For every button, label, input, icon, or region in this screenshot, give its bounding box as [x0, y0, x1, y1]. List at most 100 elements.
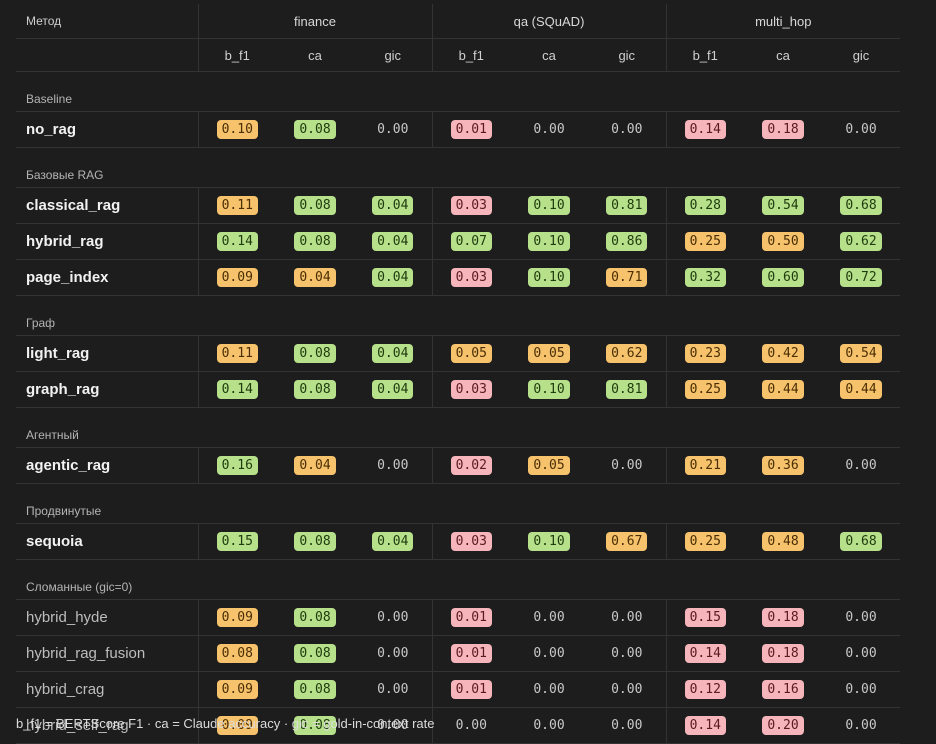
score-value: 0.44 [840, 380, 882, 399]
results-table: Метод finance qa (SQuAD) multi_hop b_f1 … [16, 4, 900, 744]
score-value: 0.01 [450, 644, 492, 663]
score-value: 0.00 [533, 682, 565, 697]
score-value: 0.15 [216, 532, 258, 551]
table-cell: 0.25 [665, 223, 744, 260]
score-value: 0.00 [533, 122, 565, 137]
table-cell: 0.00 [822, 111, 900, 148]
table-row: hybrid_rag_fusion 0.08 0.08 0.00 0.01 0.00 0.0… [16, 635, 900, 672]
score-value: 0.03 [450, 380, 492, 399]
score-value: 0.14 [216, 232, 258, 251]
metric-header-b-f1: b_f1 [665, 38, 744, 72]
table-cell: 0.11 [197, 187, 276, 224]
table-cell: 0.14 [665, 635, 744, 672]
table-cell: 0.09 [197, 599, 276, 636]
section-header-row: Baseline [16, 71, 900, 112]
metric-header-row: b_f1 ca gic b_f1 ca gic b_f1 ca gic [16, 38, 900, 72]
score-value: 0.00 [377, 610, 409, 625]
table-cell: 0.10 [510, 259, 588, 296]
table-cell: 0.03 [431, 187, 510, 224]
table-cell: 0.01 [431, 111, 510, 148]
score-value: 0.67 [606, 532, 648, 551]
table-cell: 0.04 [276, 259, 354, 296]
table-cell: 0.86 [588, 223, 666, 260]
score-value: 0.04 [372, 532, 414, 551]
table-cell: 0.08 [276, 707, 354, 744]
method-name: hybrid_crag [16, 671, 198, 708]
score-value: 0.18 [762, 120, 804, 139]
table-cell: 0.08 [276, 335, 354, 372]
table-cell: 0.09 [197, 671, 276, 708]
table-cell: 0.09 [197, 259, 276, 296]
table-cell: 0.28 [665, 187, 744, 224]
score-value: 0.10 [528, 232, 570, 251]
table-row: hybrid_crag 0.09 0.08 0.00 0.01 0.00 0.00 0.12 0… [16, 671, 900, 708]
score-value: 0.14 [684, 120, 726, 139]
score-value: 0.71 [606, 268, 648, 287]
table-cell: 0.04 [354, 187, 432, 224]
score-value: 0.00 [611, 122, 643, 137]
table-row: hybrid_rag 0.14 0.08 0.04 0.07 0.10 0.86 0.25 0.… [16, 223, 900, 260]
table-cell: 0.00 [822, 635, 900, 672]
table-cell: 0.25 [665, 371, 744, 408]
score-value: 0.05 [528, 456, 570, 475]
method-name: classical_rag [16, 187, 198, 224]
table-cell: 0.03 [431, 523, 510, 560]
table-cell: 0.00 [822, 447, 900, 484]
table-cell: 0.08 [276, 671, 354, 708]
score-value: 0.50 [762, 232, 804, 251]
table-cell: 0.00 [354, 635, 432, 672]
table-cell: 0.10 [510, 371, 588, 408]
score-value: 0.04 [372, 196, 414, 215]
metric-header-ca: ca [276, 38, 354, 72]
table-cell: 0.67 [588, 523, 666, 560]
score-value: 0.10 [528, 196, 570, 215]
section-header-row: Базовые RAG [16, 147, 900, 188]
score-value: 0.04 [372, 232, 414, 251]
score-value: 0.23 [684, 344, 726, 363]
table-cell: 0.00 [510, 111, 588, 148]
score-value: 0.00 [845, 122, 877, 137]
score-value: 0.00 [611, 718, 643, 733]
score-value: 0.08 [294, 716, 336, 735]
score-value: 0.08 [294, 532, 336, 551]
section-label: Сломанные (gic=0) [16, 559, 900, 600]
table-cell: 0.04 [354, 371, 432, 408]
method-name: hybrid_hyde [16, 599, 198, 636]
table-cell: 0.48 [744, 523, 822, 560]
table-cell: 0.44 [822, 371, 900, 408]
table-cell: 0.05 [510, 335, 588, 372]
table-cell: 0.18 [744, 111, 822, 148]
score-value: 0.16 [216, 456, 258, 475]
section-label: Baseline [16, 71, 900, 112]
table-row: light_rag 0.11 0.08 0.04 0.05 0.05 0.62 0.23 0.4… [16, 335, 900, 372]
score-value: 0.15 [684, 608, 726, 627]
score-value: 0.72 [840, 268, 882, 287]
table-cell: 0.44 [744, 371, 822, 408]
score-value: 0.00 [377, 122, 409, 137]
table-cell: 0.10 [510, 223, 588, 260]
score-value: 0.25 [684, 532, 726, 551]
metrics-legend: b_f1 = BERTScore F1 · ca = Claude accura… [16, 716, 435, 731]
table-cell: 0.04 [354, 523, 432, 560]
score-value: 0.03 [450, 196, 492, 215]
table-cell: 0.14 [197, 371, 276, 408]
metric-header-ca: ca [510, 38, 588, 72]
table-cell: 0.16 [197, 447, 276, 484]
score-value: 0.00 [611, 458, 643, 473]
score-value: 0.18 [762, 644, 804, 663]
table-cell: 0.32 [665, 259, 744, 296]
table-cell: 0.00 [588, 599, 666, 636]
table-cell: 0.08 [276, 371, 354, 408]
section-label: Граф [16, 295, 900, 336]
table-cell: 0.00 [588, 671, 666, 708]
score-value: 0.81 [606, 196, 648, 215]
table-cell: 0.00 [510, 635, 588, 672]
table-cell: 0.00 [510, 707, 588, 744]
score-value: 0.48 [762, 532, 804, 551]
table-cell: 0.14 [665, 707, 744, 744]
metric-header-gic: gic [354, 38, 432, 72]
table-row: hybrid_hyde 0.09 0.08 0.00 0.01 0.00 0.00 0.15 0… [16, 599, 900, 636]
table-cell: 0.42 [744, 335, 822, 372]
table-cell: 0.05 [510, 447, 588, 484]
score-value: 0.00 [377, 718, 409, 733]
